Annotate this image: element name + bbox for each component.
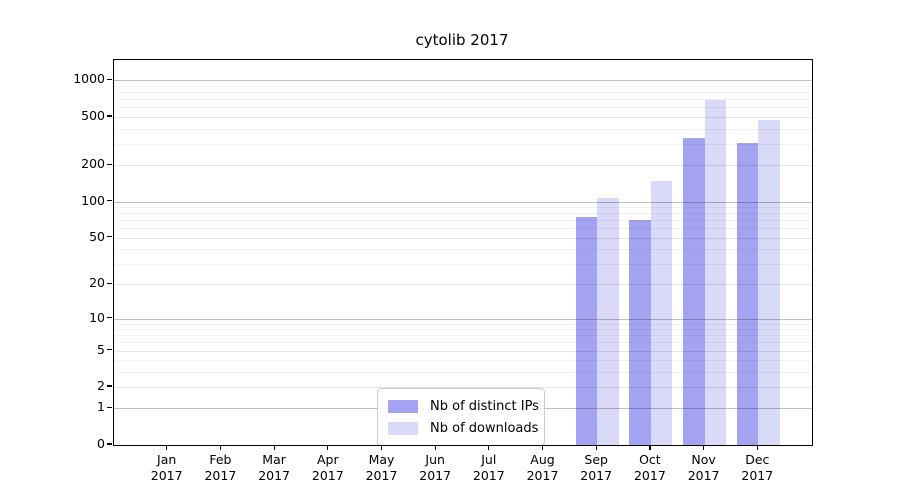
y-tick-mark-200 <box>107 163 112 165</box>
x-tick-label-jun: Jun 2017 <box>419 452 452 483</box>
bar-ips-sep <box>575 217 598 445</box>
y-tick-mark-0 <box>107 443 112 445</box>
x-tick-label-feb: Feb 2017 <box>204 452 237 483</box>
bar-downloads-sep <box>597 197 619 445</box>
plot-area: Nb of distinct IPs Nb of downloads <box>113 59 813 446</box>
y-tick-mark-5 <box>107 348 112 351</box>
y-tick-label-20: 20 <box>89 275 105 291</box>
bar-ips-dec <box>736 142 759 445</box>
legend-item-downloads: Nb of downloads <box>388 417 544 439</box>
x-tick-label-mar: Mar 2017 <box>258 452 290 483</box>
x-tick-label-aug: Aug 2017 <box>526 452 559 483</box>
y-tick-mark-1000 <box>107 78 112 81</box>
gridline-900 <box>114 86 812 87</box>
x-tick-label-may: May 2017 <box>365 452 398 483</box>
x-tick-label-nov: Nov 2017 <box>687 452 720 483</box>
chart-title: cytolib 2017 <box>415 31 509 49</box>
gridline-5 <box>114 350 812 352</box>
gridline-8 <box>114 329 812 331</box>
y-tick-label-500: 500 <box>81 108 105 123</box>
gridline-40 <box>114 249 812 250</box>
gridline-700 <box>114 99 812 101</box>
legend-item-distinct-ips: Nb of distinct IPs <box>388 395 544 417</box>
gridline-600 <box>114 107 812 109</box>
y-tick-label-2: 2 <box>97 378 105 393</box>
y-tick-mark-50 <box>107 235 112 238</box>
bar-ips-nov <box>683 137 705 445</box>
gridline-6 <box>114 342 812 344</box>
legend-swatch-downloads <box>388 421 418 435</box>
y-tick-label-1: 1 <box>97 399 105 415</box>
gridline-70 <box>114 220 812 222</box>
gridline-80 <box>114 213 812 215</box>
gridline-4 <box>114 360 812 362</box>
y-tick-label-1000: 1000 <box>73 71 105 87</box>
gridline-90 <box>114 207 812 208</box>
gridline-7 <box>114 335 812 337</box>
legend-label-distinct-ips: Nb of distinct IPs <box>430 398 539 414</box>
y-tick-mark-10 <box>107 316 112 319</box>
x-tick-label-oct: Oct 2017 <box>633 452 666 483</box>
gridline-30 <box>114 263 812 265</box>
y-tick-mark-500 <box>107 115 112 117</box>
y-tick-mark-20 <box>107 282 112 285</box>
gridline-50 <box>114 237 812 239</box>
x-tick-label-apr: Apr 2017 <box>311 452 344 483</box>
gridline-20 <box>114 284 812 286</box>
y-tick-label-100: 100 <box>81 192 105 208</box>
gridline-1000 <box>114 80 812 82</box>
gridline-3 <box>114 371 812 373</box>
y-tick-label-5: 5 <box>97 341 105 357</box>
gridline-9 <box>114 323 812 325</box>
bar-downloads-dec <box>758 120 780 445</box>
legend-label-downloads: Nb of downloads <box>430 420 539 436</box>
y-tick-mark-1 <box>107 406 112 409</box>
x-tick-label-jan: Jan 2017 <box>150 452 183 483</box>
y-tick-label-200: 200 <box>81 156 105 172</box>
y-tick-mark-2 <box>107 385 112 387</box>
gridline-800 <box>114 92 812 94</box>
legend-swatch-distinct-ips <box>388 399 418 413</box>
y-tick-label-10: 10 <box>89 309 105 325</box>
x-tick-label-sep: Sep 2017 <box>580 452 613 483</box>
gridline-10 <box>114 318 812 320</box>
bar-ips-oct <box>629 220 651 445</box>
gridline-2 <box>114 387 812 388</box>
gridline-500 <box>114 117 812 118</box>
y-tick-label-0: 0 <box>97 436 105 451</box>
gridline-60 <box>114 228 812 230</box>
bar-downloads-oct <box>650 181 673 445</box>
y-tick-label-50: 50 <box>89 228 105 244</box>
gridline-100 <box>114 201 812 203</box>
y-tick-mark-100 <box>107 199 112 202</box>
x-tick-label-dec: Dec 2017 <box>741 452 774 483</box>
gridline-400 <box>114 128 812 130</box>
x-tick-label-jul: Jul 2017 <box>472 452 505 483</box>
bar-downloads-nov <box>704 99 727 445</box>
legend: Nb of distinct IPs Nb of downloads <box>377 388 545 445</box>
gridline-200 <box>114 165 812 167</box>
gridline-300 <box>114 143 812 145</box>
